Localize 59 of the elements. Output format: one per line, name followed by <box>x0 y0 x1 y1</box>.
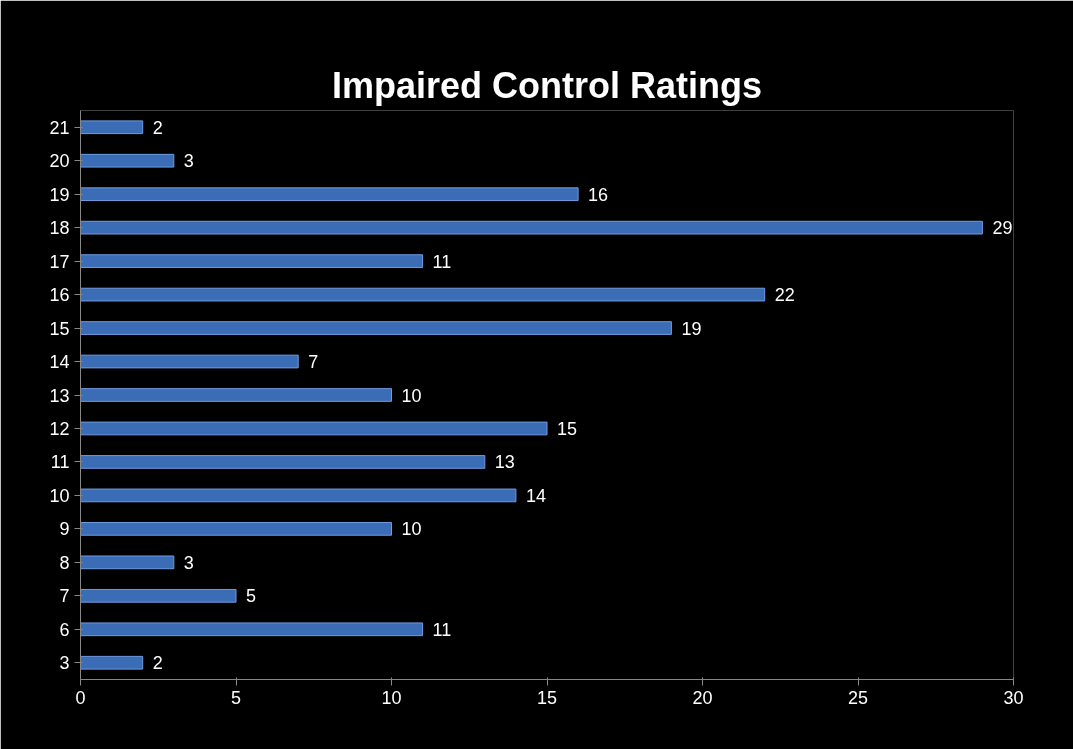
y-tick-label: 9 <box>59 519 70 540</box>
data-label: 19 <box>681 318 702 339</box>
data-label: 2 <box>152 117 163 138</box>
y-tick-label: 12 <box>49 418 70 439</box>
y-tick-label: 17 <box>49 251 70 272</box>
data-label: 3 <box>183 552 194 573</box>
y-tick-label: 16 <box>49 285 70 306</box>
data-label: 22 <box>774 285 795 306</box>
bar <box>80 522 392 536</box>
y-tick-label: 20 <box>49 151 70 172</box>
data-label: 11 <box>432 619 452 640</box>
x-tick-label: 30 <box>1003 687 1024 708</box>
data-label: 10 <box>401 519 422 540</box>
bar <box>80 388 392 402</box>
bar <box>80 488 517 503</box>
x-tick-label: 20 <box>692 687 713 708</box>
chart-title: Impaired Control Ratings <box>331 64 763 106</box>
bar <box>80 421 548 436</box>
x-tick-label: 0 <box>75 687 86 708</box>
bar <box>80 254 424 268</box>
bar <box>80 622 424 637</box>
x-tick-label: 10 <box>381 687 402 708</box>
bar <box>80 455 486 469</box>
data-label: 29 <box>992 218 1013 239</box>
data-label: 13 <box>494 452 515 473</box>
y-tick-label: 11 <box>50 452 70 473</box>
data-label: 7 <box>308 352 319 373</box>
y-tick-label: 8 <box>59 552 70 573</box>
bar <box>80 153 175 168</box>
y-tick-label: 7 <box>59 586 70 607</box>
y-tick-label: 10 <box>49 485 70 506</box>
data-label: 11 <box>432 251 452 272</box>
data-label: 10 <box>401 385 422 406</box>
bar <box>80 655 144 670</box>
y-tick-label: 14 <box>49 352 70 373</box>
bar <box>80 321 672 335</box>
data-label: 15 <box>557 418 578 439</box>
bar <box>80 220 983 235</box>
x-tick-label: 25 <box>847 687 869 708</box>
bar <box>80 588 237 603</box>
bar <box>80 187 579 202</box>
data-label: 3 <box>183 151 194 172</box>
y-tick-label: 13 <box>49 385 70 406</box>
y-tick-label: 6 <box>59 619 70 640</box>
y-tick-label: 19 <box>49 184 70 205</box>
bar <box>80 354 299 369</box>
y-tick-label: 15 <box>49 318 70 339</box>
x-tick-label: 15 <box>536 687 558 708</box>
y-tick-label: 3 <box>59 653 70 674</box>
bar <box>80 287 766 302</box>
data-label: 16 <box>588 184 609 205</box>
y-tick-label: 21 <box>49 117 70 138</box>
data-label: 2 <box>152 653 163 674</box>
x-tick-label: 5 <box>230 687 242 708</box>
bar <box>80 555 175 570</box>
data-label: 14 <box>525 485 546 506</box>
bar <box>80 120 144 135</box>
y-tick-label: 18 <box>49 218 70 239</box>
data-label: 5 <box>246 586 257 607</box>
